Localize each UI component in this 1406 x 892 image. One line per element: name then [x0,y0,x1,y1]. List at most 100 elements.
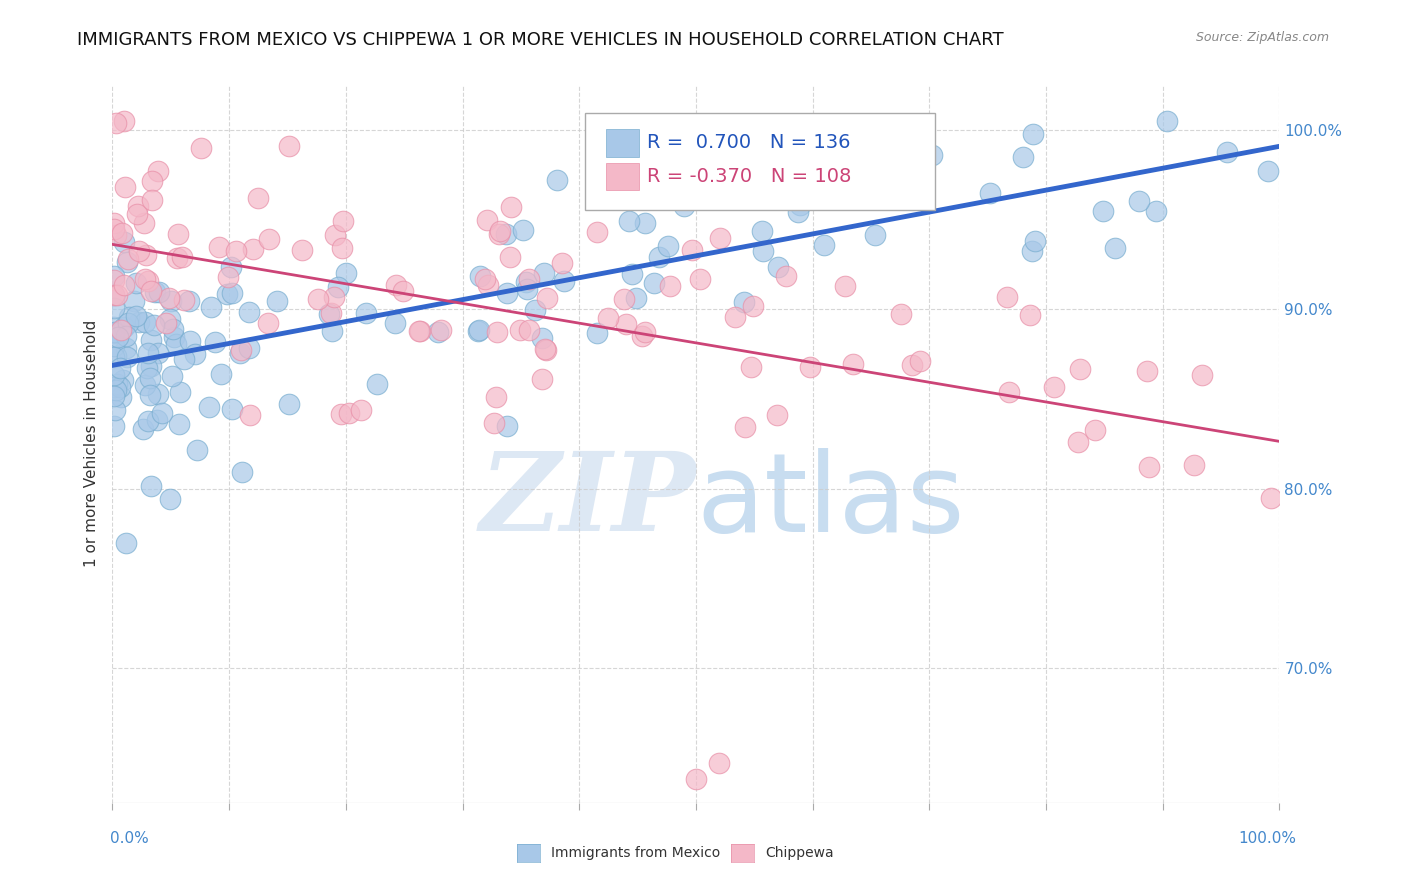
Y-axis label: 1 or more Vehicles in Household: 1 or more Vehicles in Household [83,320,98,567]
Point [742,299,765,313]
Point [392,284,415,298]
Point [647,250,669,264]
Point [103,320,125,334]
Point [159,491,181,506]
Point [186,443,208,458]
Point [709,756,731,771]
Point [516,282,538,296]
Point [107,330,129,344]
Point [167,417,190,431]
Point [114,113,136,128]
Point [141,174,163,188]
Point [337,406,360,420]
FancyBboxPatch shape [606,129,638,157]
Point [155,316,177,330]
Point [1024,234,1046,248]
Point [787,204,810,219]
Point [172,251,194,265]
Point [409,325,432,339]
Point [139,370,162,384]
Point [159,312,181,326]
Point [614,318,637,332]
Point [115,341,138,355]
Point [103,368,125,383]
Point [534,343,557,357]
Text: IMMIGRANTS FROM MEXICO VS CHIPPEWA 1 OR MORE VEHICLES IN HOUSEHOLD CORRELATION C: IMMIGRANTS FROM MEXICO VS CHIPPEWA 1 OR … [77,31,1004,49]
Point [173,293,195,308]
Point [485,325,508,339]
Point [103,380,125,394]
Point [115,535,138,549]
Point [105,376,128,391]
Point [876,156,898,170]
Point [1019,308,1042,322]
Point [366,377,388,392]
Point [430,323,453,337]
Point [124,309,146,323]
Point [631,328,654,343]
Point [321,324,343,338]
Point [467,324,489,338]
Point [246,191,269,205]
Point [157,291,180,305]
Point [517,272,540,286]
Point [104,228,127,243]
Point [208,240,231,254]
Point [335,266,357,280]
Point [1069,362,1091,376]
Point [585,326,607,340]
Point [882,163,904,178]
Point [110,380,132,394]
Point [104,383,127,397]
Point [546,173,568,187]
Point [672,199,695,213]
Point [499,250,522,264]
Point [127,206,149,220]
Point [477,278,499,293]
Point [1128,194,1150,208]
Text: 0.0%: 0.0% [110,831,149,846]
Point [1216,145,1239,159]
Point [143,318,166,332]
Point [468,323,491,337]
Point [1067,435,1090,450]
Point [531,331,554,345]
Text: 100.0%: 100.0% [1239,831,1296,846]
Point [198,400,221,414]
Point [200,300,222,314]
Point [103,380,125,394]
Point [509,323,531,337]
Point [921,148,943,162]
Point [489,224,512,238]
Point [751,224,773,238]
Point [517,323,540,337]
Point [179,334,201,348]
Point [103,350,125,364]
Point [117,350,139,364]
Point [162,368,184,383]
Point [150,406,173,420]
Point [553,274,575,288]
Point [307,292,329,306]
Point [229,345,252,359]
Point [1092,204,1115,219]
Point [908,354,931,368]
Point [851,164,873,178]
Point [485,391,508,405]
Point [515,275,537,289]
Point [266,293,288,308]
Point [901,358,924,372]
Point [740,359,762,374]
Point [659,278,682,293]
Point [733,294,755,309]
Point [112,320,135,334]
Point [136,274,159,288]
Point [257,232,280,246]
Point [107,288,129,302]
Point [330,241,353,255]
Point [146,164,169,178]
Point [1022,127,1045,141]
Point [135,248,157,262]
Point [1021,244,1043,258]
Point [323,227,346,242]
